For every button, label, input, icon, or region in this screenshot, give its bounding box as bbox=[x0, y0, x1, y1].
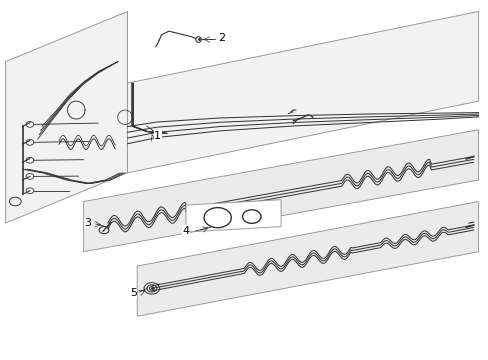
Text: 5: 5 bbox=[130, 288, 137, 298]
Text: 3: 3 bbox=[84, 218, 91, 228]
Text: 2: 2 bbox=[217, 33, 224, 43]
Polygon shape bbox=[137, 202, 478, 316]
Text: 1: 1 bbox=[154, 131, 161, 141]
Polygon shape bbox=[185, 200, 281, 232]
Text: 4: 4 bbox=[182, 226, 189, 236]
Polygon shape bbox=[5, 12, 127, 223]
Polygon shape bbox=[83, 130, 478, 252]
Polygon shape bbox=[127, 12, 478, 173]
